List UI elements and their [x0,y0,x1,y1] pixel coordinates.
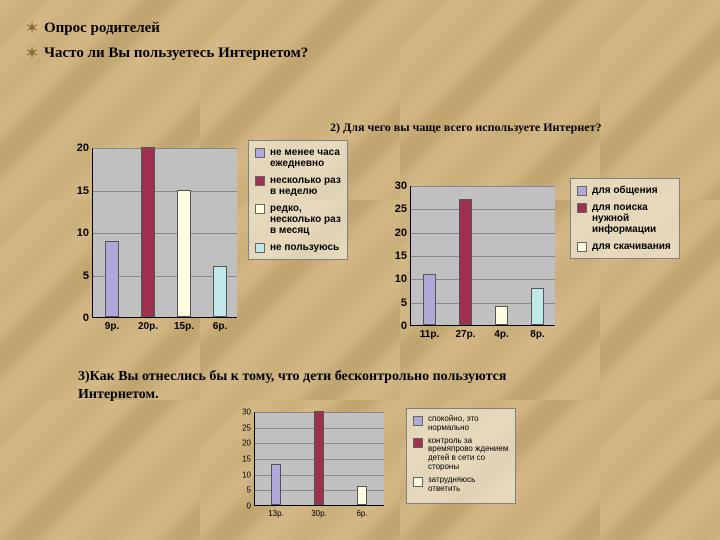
header-title-1: Опрос родителей [44,20,160,37]
question-2-title: 2) Для чего вы чаще всего используете Ин… [330,120,601,135]
legend-label: для общения [592,185,658,196]
y-tick-label: 20 [395,227,407,239]
bar [141,147,155,317]
y-tick-label: 0 [247,502,251,511]
legend-swatch [255,148,265,158]
x-tick-label: 13р. [268,509,284,518]
legend-swatch [413,416,423,426]
y-tick-label: 10 [77,227,89,239]
legend-swatch [577,186,587,196]
legend-label: несколько раз в неделю [270,175,341,197]
bullet-line-1: ✶ Опрос родителей [20,18,700,39]
x-tick-label: 30р. [311,509,327,518]
legend-item: для общения [577,185,673,196]
question-3-title: 3)Как Вы отнеслись бы к тому, что дети б… [78,368,558,403]
bar [495,306,508,325]
bar [105,241,119,318]
legend-label: для поиска нужной информации [592,202,673,235]
legend-label: затрудняюсь ответить [428,476,509,494]
legend-label: не пользуюсь [270,242,339,253]
plot-area: 051015209р.20р.15р.6р. [92,148,237,318]
legend-item: редко, несколько раз в месяц [255,203,341,236]
x-tick-label: 20р. [138,321,158,332]
legend-item: не менее часа ежедневно [255,147,341,169]
legend-item: спокойно, это нормально [413,415,509,433]
x-tick-label: 27р. [455,329,475,340]
y-tick-label: 30 [395,180,407,192]
x-tick-label: 9р. [105,321,119,332]
plot-area: 05101520253013р.30р.6р. [254,412,384,506]
bar [459,199,472,325]
legend-label: не менее часа ежедневно [270,147,341,169]
y-tick-label: 5 [401,297,407,309]
bar [314,411,324,505]
legend-swatch [255,204,265,214]
legend: спокойно, это нормально контроль за время… [406,408,516,504]
plot-area: 05101520253011р.27р.4р.8р. [410,186,555,326]
y-tick-label: 10 [395,273,407,285]
legend-swatch [577,242,587,252]
legend-label: редко, несколько раз в месяц [270,203,341,236]
legend-item: для поиска нужной информации [577,202,673,235]
y-tick-label: 5 [83,270,89,282]
y-tick-label: 0 [83,312,89,324]
legend-swatch [255,176,265,186]
y-tick-label: 20 [77,142,89,154]
x-tick-label: 11р. [420,329,439,340]
y-tick-label: 0 [401,320,407,332]
bar [423,274,436,325]
y-tick-label: 25 [242,423,251,432]
legend-label: контроль за времяпрово ждением детей в с… [428,437,509,472]
legend-swatch [577,203,587,213]
y-tick-label: 15 [395,250,407,262]
bullet-icon: ✶ [20,43,44,64]
x-tick-label: 4р. [494,329,508,340]
x-tick-label: 6р. [213,321,227,332]
y-tick-label: 20 [242,439,251,448]
legend: для общения для поиска нужной информации д… [570,178,680,259]
legend-item: для скачивания [577,241,673,252]
header-title-2: Часто ли Вы пользуетесь Интернетом? [44,45,308,62]
bar [177,190,191,318]
legend-swatch [413,438,423,448]
legend-item: контроль за времяпрово ждением детей в с… [413,437,509,472]
y-tick-label: 10 [242,470,251,479]
x-tick-label: 8р. [530,329,544,340]
chart-frequency: 051015209р.20р.15р.6р.не менее часа ежед… [60,140,360,350]
legend-swatch [413,477,423,487]
chart-purpose: 05101520253011р.27р.4р.8р.для общениядля… [380,160,700,360]
bar [271,464,281,505]
y-tick-label: 15 [77,185,89,197]
x-tick-label: 15р. [174,321,194,332]
y-tick-label: 30 [242,408,251,417]
legend-item: несколько раз в неделю [255,175,341,197]
bullet-line-2: ✶ Часто ли Вы пользуетесь Интернетом? [20,43,700,64]
y-tick-label: 15 [242,455,251,464]
bar [213,266,227,317]
legend-item: не пользуюсь [255,242,341,253]
y-tick-label: 25 [395,203,407,215]
legend-item: затрудняюсь ответить [413,476,509,494]
chart-attitude: 05101520253013р.30р.6р.спокойно, это нор… [232,408,612,528]
header: ✶ Опрос родителей ✶ Часто ли Вы пользует… [0,0,720,76]
y-tick-label: 5 [247,486,251,495]
bullet-icon: ✶ [20,18,44,39]
bar [531,288,544,325]
legend: не менее часа ежедневно несколько раз в н… [248,140,348,260]
legend-swatch [255,243,265,253]
legend-label: спокойно, это нормально [428,415,509,433]
bar [357,486,367,505]
legend-label: для скачивания [592,241,671,252]
x-tick-label: 6р. [356,509,367,518]
